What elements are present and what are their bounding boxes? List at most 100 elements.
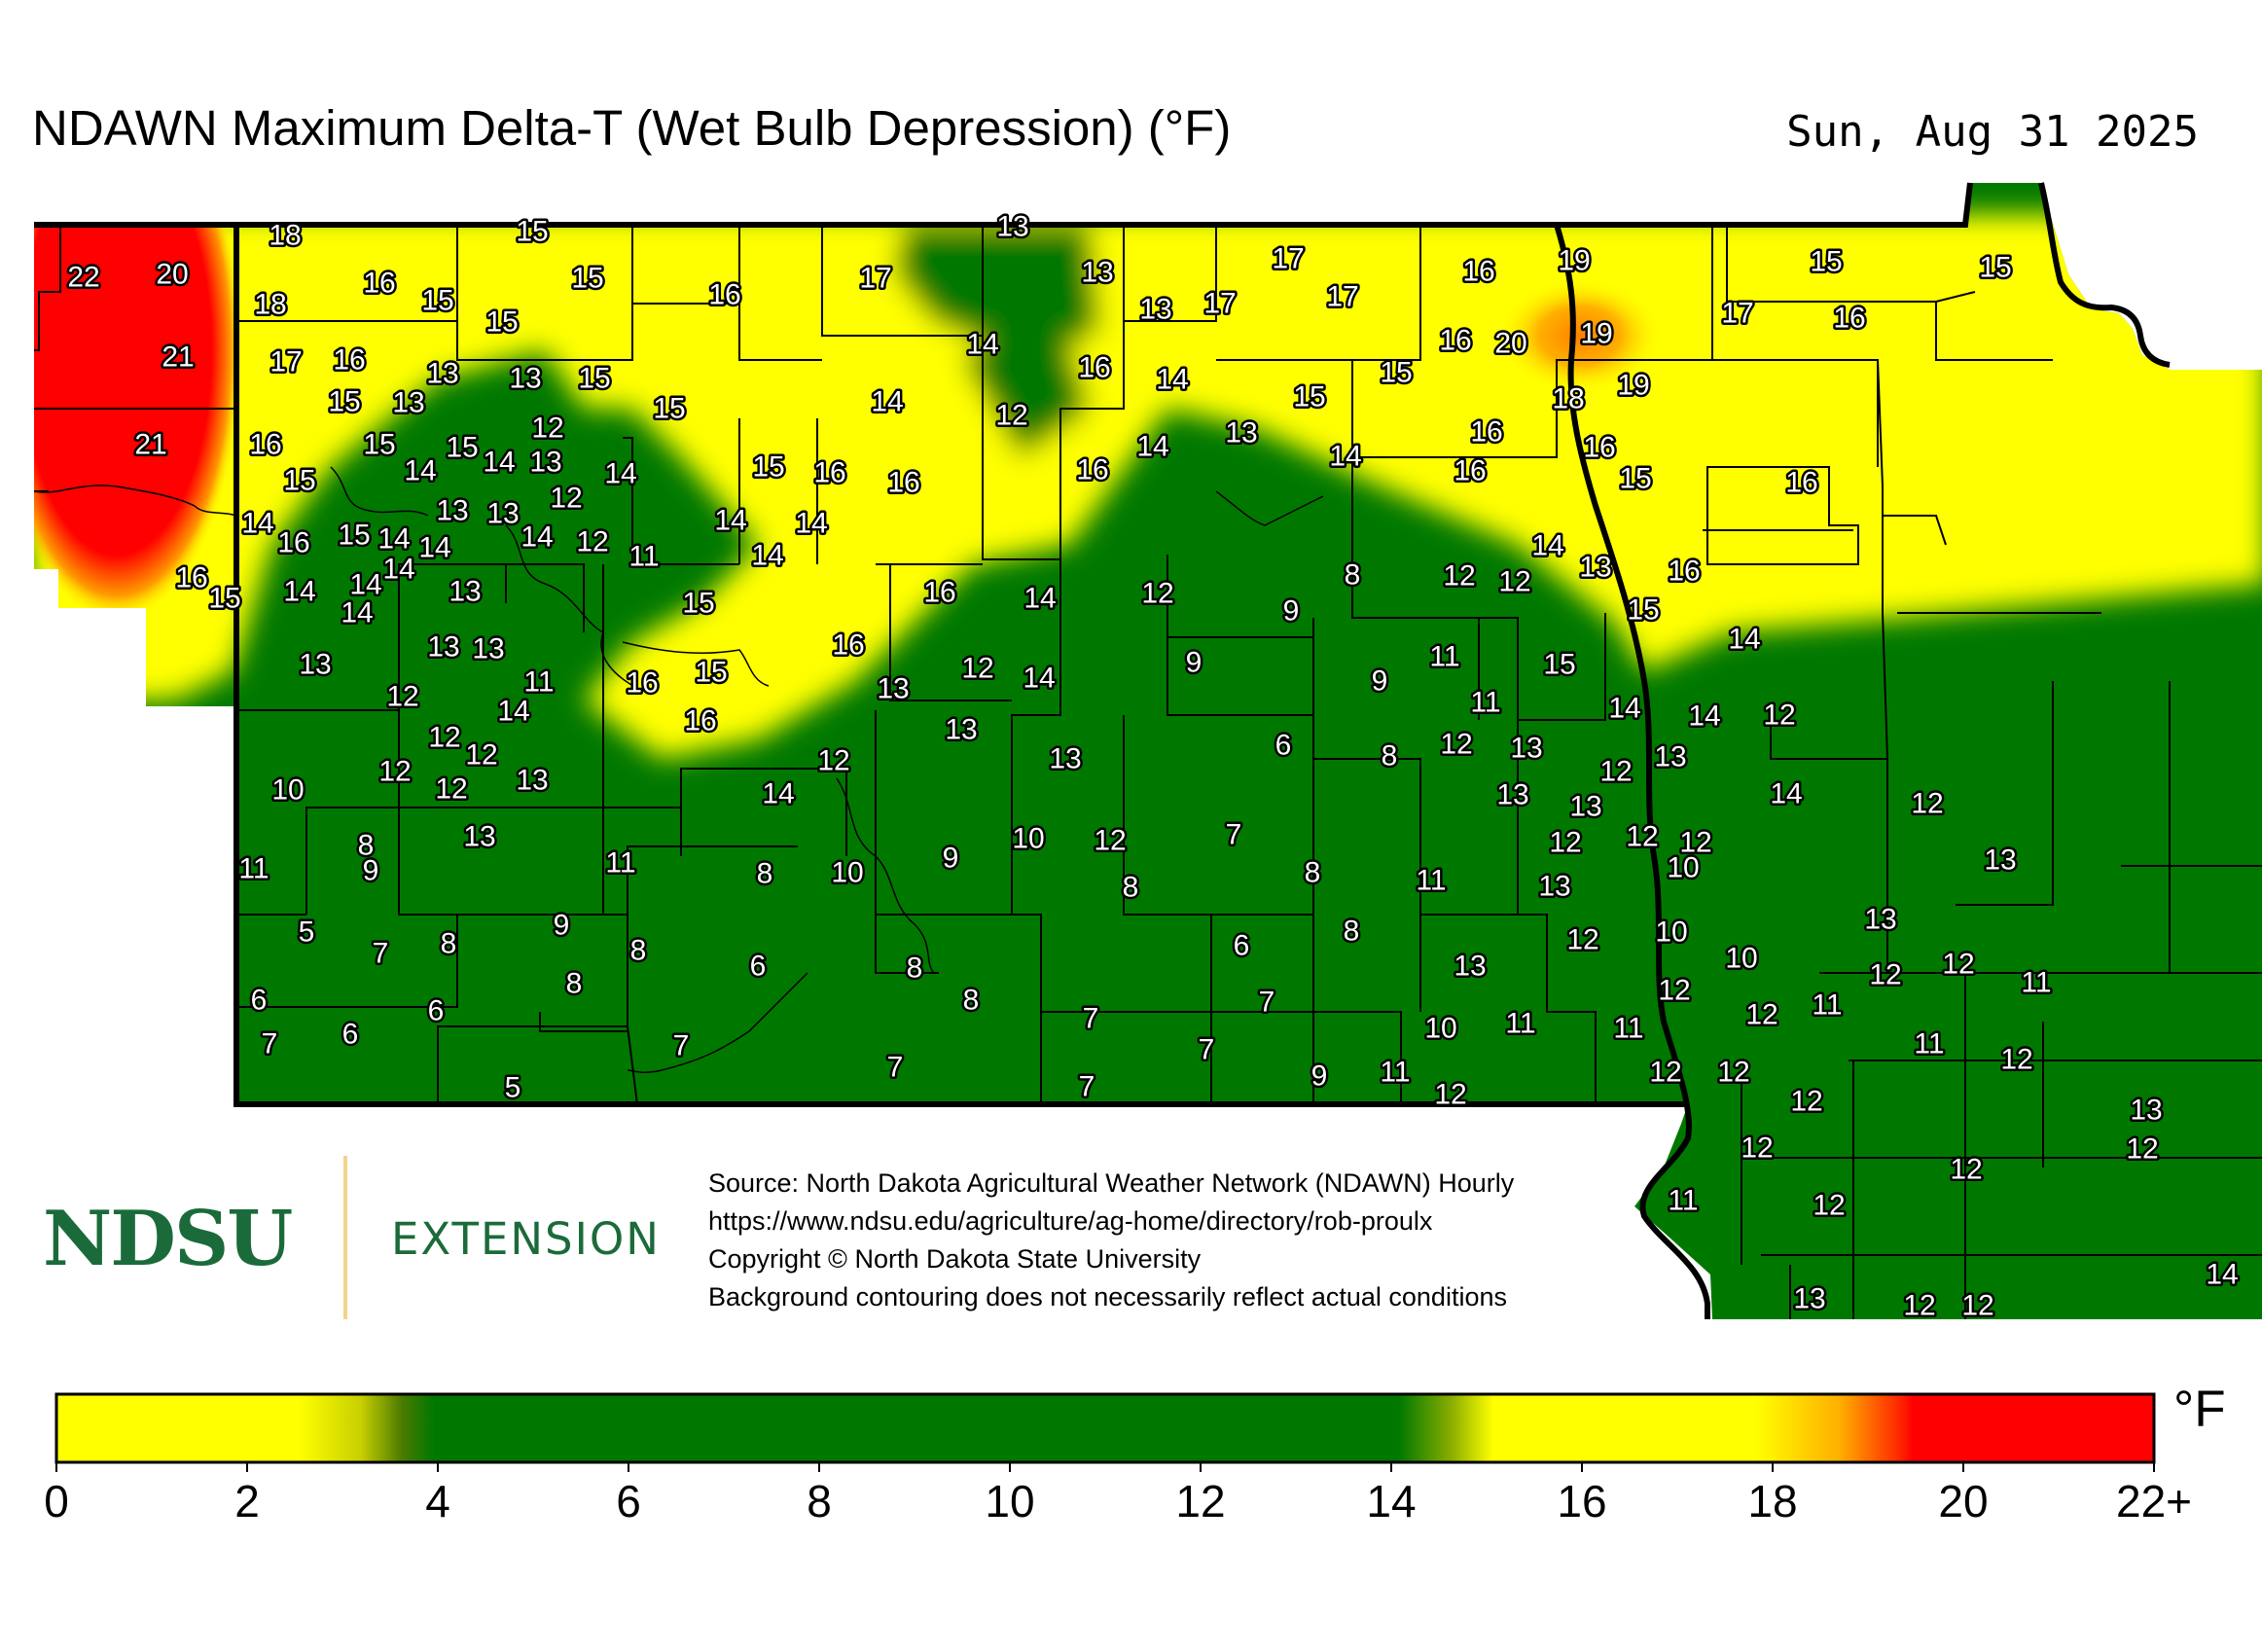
station-value: 17 <box>1272 243 1304 275</box>
station-value: 16 <box>175 562 207 594</box>
station-value: 14 <box>871 386 903 418</box>
station-value: 13 <box>1654 741 1686 773</box>
station-value: 14 <box>418 532 450 564</box>
station-value: 18 <box>1552 383 1584 415</box>
station-value: 13 <box>1984 844 2016 877</box>
colorbar-ticks <box>55 1462 2155 1472</box>
station-value: 15 <box>1293 381 1325 413</box>
station-value: 12 <box>1599 756 1632 788</box>
station-value: 14 <box>1136 431 1168 463</box>
station-value: 12 <box>1679 827 1711 859</box>
copyright-line: Copyright © North Dakota State Universit… <box>708 1244 1202 1274</box>
colorbar-tick-label: 10 <box>985 1476 1035 1526</box>
station-value: 10 <box>1424 1013 1456 1045</box>
station-value: 6 <box>428 995 445 1027</box>
station-value: 13 <box>426 358 458 390</box>
source-notes: Source: North Dakota Agricultural Weathe… <box>708 1165 1514 1316</box>
station-value: 12 <box>1813 1190 1845 1222</box>
colorbar-unit: °F <box>2173 1381 2226 1438</box>
station-value: 15 <box>653 393 685 425</box>
station-value: 13 <box>877 673 909 705</box>
station-value: 16 <box>363 268 395 300</box>
station-value: 14 <box>283 576 315 608</box>
station-value: 12 <box>465 739 497 772</box>
station-value: 12 <box>1903 1290 1935 1322</box>
colorbar-tick-label: 2 <box>234 1476 260 1526</box>
station-value: 12 <box>1741 1132 1773 1165</box>
station-value: 16 <box>1078 352 1110 384</box>
station-value: 9 <box>554 910 570 942</box>
colorbar-tick-label: 12 <box>1175 1476 1226 1526</box>
station-value: 16 <box>277 527 309 559</box>
station-value: 17 <box>859 263 891 295</box>
map-title: NDAWN Maximum Delta-T (Wet Bulb Depressi… <box>32 100 1232 156</box>
station-value: 17 <box>1326 281 1358 313</box>
station-value: 15 <box>338 520 370 552</box>
station-value: 14 <box>349 569 381 601</box>
station-value: 9 <box>363 855 379 887</box>
station-value: 12 <box>1745 999 1777 1031</box>
station-value: 15 <box>1619 463 1651 495</box>
station-value: 19 <box>1558 245 1590 277</box>
station-value: 10 <box>831 857 863 889</box>
station-value: 13 <box>1139 294 1171 326</box>
station-value: 12 <box>1566 924 1598 956</box>
source-url[interactable]: https://www.ndsu.edu/agriculture/ag-home… <box>708 1206 1433 1236</box>
station-value: 15 <box>328 386 360 418</box>
station-value: 16 <box>813 457 845 489</box>
station-value: 15 <box>682 588 714 620</box>
station-value: 15 <box>1810 246 1842 278</box>
station-value: 13 <box>1049 743 1081 775</box>
station-value: 11 <box>1416 865 1446 897</box>
station-value: 19 <box>1580 318 1612 350</box>
station-value: 11 <box>1470 687 1500 719</box>
station-value: 11 <box>1429 641 1459 673</box>
station-value: 12 <box>1443 560 1475 593</box>
ndsu-logo: NDSU <box>43 1195 293 1283</box>
station-value: 16 <box>333 344 365 377</box>
station-value: 5 <box>505 1072 521 1104</box>
colorbar-tick-label: 0 <box>44 1476 69 1526</box>
station-value: 12 <box>1911 788 1943 820</box>
station-value: 13 <box>1579 552 1611 584</box>
colorbar-tick-label: 6 <box>616 1476 641 1526</box>
disclaimer-line: Background contouring does not necessari… <box>708 1282 1507 1311</box>
station-value: 8 <box>907 952 923 985</box>
station-value: 10 <box>1012 823 1044 855</box>
station-value: 8 <box>358 830 375 862</box>
station-value: 6 <box>342 1019 359 1051</box>
station-value: 12 <box>378 756 411 788</box>
station-value: 13 <box>472 633 504 665</box>
station-value: 16 <box>1583 432 1615 464</box>
station-value: 12 <box>576 526 608 558</box>
station-value: 14 <box>404 455 436 487</box>
station-value: 16 <box>1439 325 1471 357</box>
station-value: 11 <box>1380 1057 1410 1089</box>
station-value: 13 <box>996 211 1028 243</box>
extension-logo-text: EXTENSION <box>391 1213 661 1265</box>
station-value: 12 <box>1626 821 1658 853</box>
station-value: 14 <box>2206 1259 2238 1291</box>
logo-divider <box>343 1156 347 1319</box>
station-value: 14 <box>241 508 273 540</box>
station-value: 13 <box>436 495 468 527</box>
colorbar-tick-label: 22+ <box>2115 1476 2193 1526</box>
station-value: 7 <box>1079 1071 1095 1103</box>
station-value: 21 <box>134 429 166 461</box>
station-value: 12 <box>1094 825 1126 857</box>
station-value: 12 <box>1549 827 1581 859</box>
station-value: 14 <box>382 554 414 586</box>
station-value: 13 <box>449 576 481 608</box>
station-value: 10 <box>271 774 304 807</box>
station-value: 15 <box>516 216 548 248</box>
station-value: 17 <box>1203 288 1236 320</box>
station-value: 13 <box>1793 1283 1825 1315</box>
station-value: 16 <box>249 429 281 461</box>
station-value: 13 <box>427 631 459 664</box>
station-value: 21 <box>162 341 194 374</box>
station-value: 16 <box>832 629 864 662</box>
station-value: 7 <box>1083 1003 1099 1035</box>
colorbar <box>54 1392 2156 1472</box>
station-value: 16 <box>1454 455 1486 487</box>
station-value: 15 <box>578 363 610 395</box>
